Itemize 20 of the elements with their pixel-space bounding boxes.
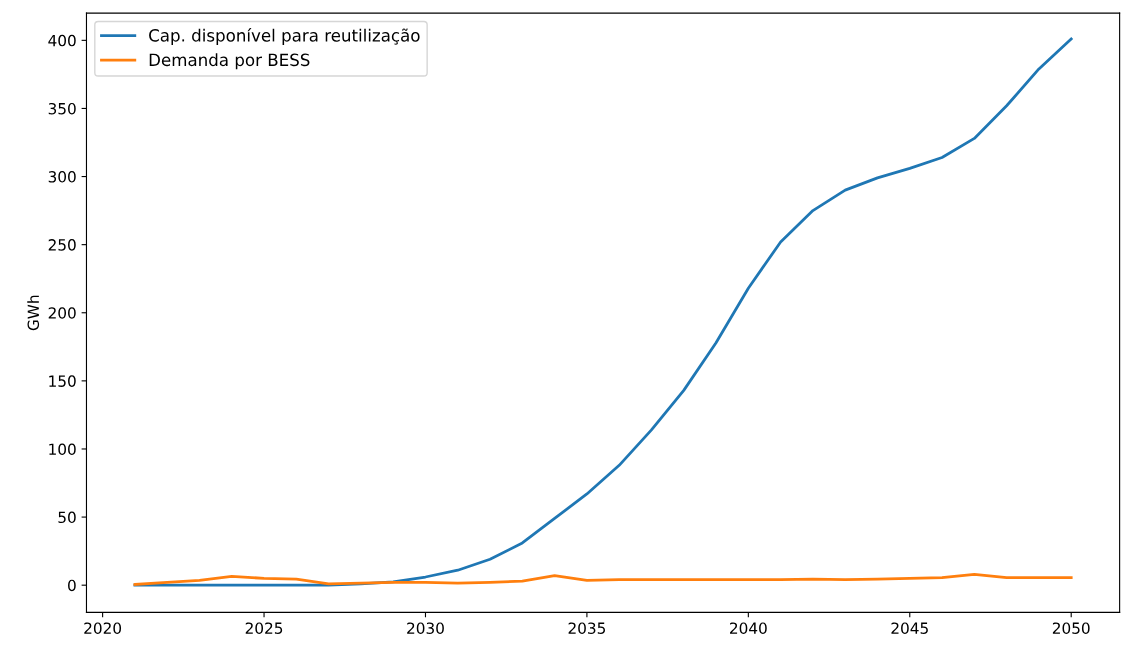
y-tick-label: 300 [48, 171, 76, 183]
y-tick-label: 200 [48, 307, 76, 319]
legend-label: Demanda por BESS [149, 53, 310, 70]
y-tick-label: 400 [48, 34, 76, 47]
x-tick-label: 2050 [1052, 622, 1090, 634]
legend-label: Cap. disponível para reutilização [149, 28, 420, 45]
line-series [133, 572, 1073, 586]
y-tick-label: 50 [58, 511, 76, 524]
x-tick-label: 2020 [84, 622, 122, 634]
y-tick-label: 100 [49, 443, 76, 455]
x-tick-label: 2030 [407, 622, 444, 634]
x-tick-label: 2035 [568, 622, 606, 634]
y-tick-label: 0 [68, 579, 76, 592]
x-tick-label: 2025 [245, 622, 283, 634]
y-axis-title: GWh [27, 295, 40, 331]
y-tick-label: 150 [49, 375, 76, 387]
x-tick-label: 2045 [891, 622, 928, 634]
y-tick-label: 350 [48, 102, 76, 115]
y-tick-label: 250 [48, 239, 76, 251]
x-tick-label: 2040 [730, 622, 767, 634]
